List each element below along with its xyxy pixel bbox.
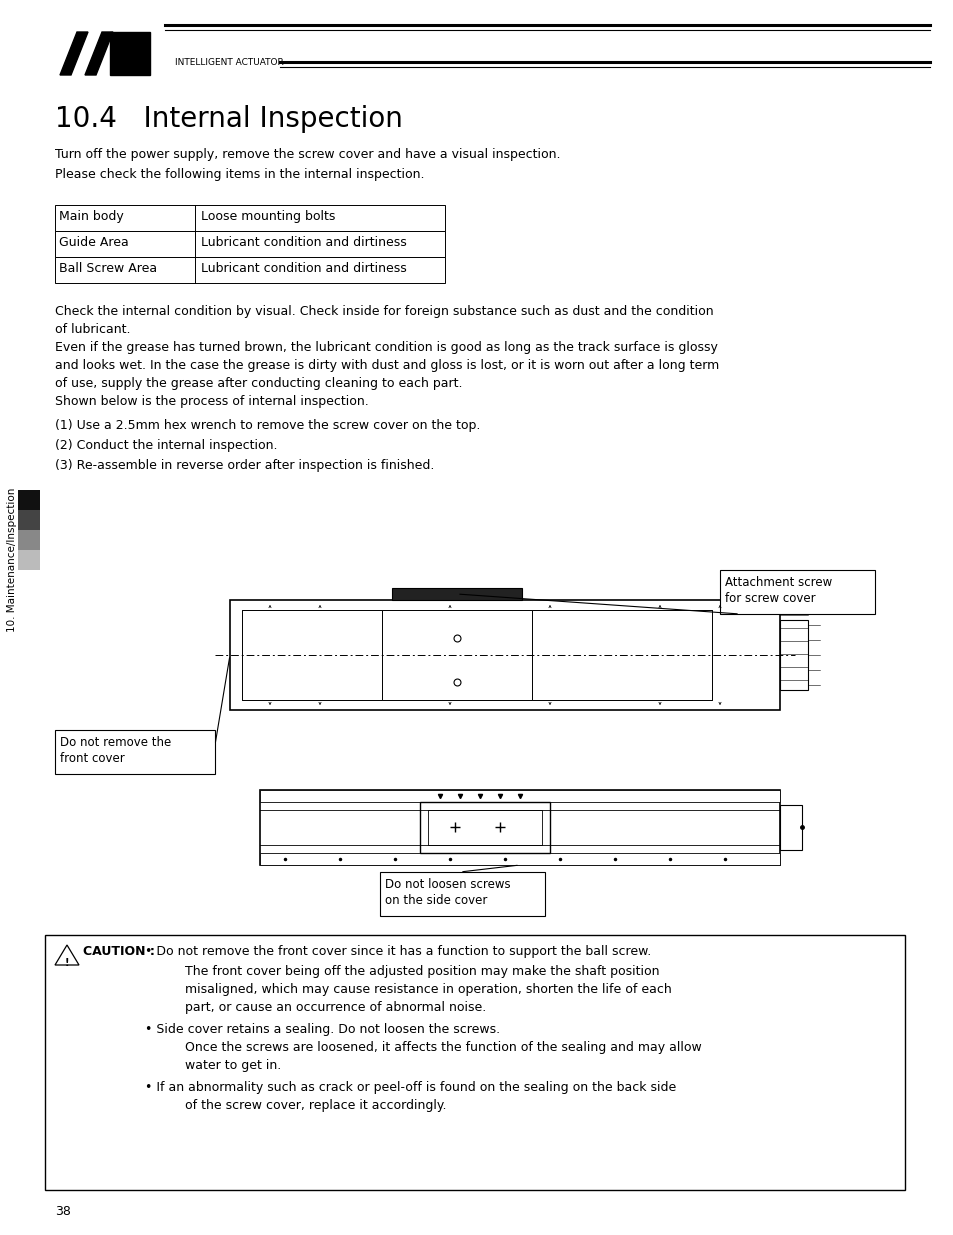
Text: (3) Re-assemble in reverse order after inspection is finished.: (3) Re-assemble in reverse order after i… [55, 459, 434, 472]
Text: Guide Area: Guide Area [59, 236, 129, 249]
Bar [242, 610, 711, 700]
Text: of lubricant.: of lubricant. [55, 324, 131, 336]
Text: • Side cover retains a sealing. Do not loosen the screws.: • Side cover retains a sealing. Do not l… [145, 1023, 499, 1036]
Text: 10. Maintenance/Inspection: 10. Maintenance/Inspection [7, 488, 17, 632]
Text: Please check the following items in the internal inspection.: Please check the following items in the … [55, 168, 424, 182]
Text: Attachment screw: Attachment screw [724, 576, 831, 589]
Text: Lubricant condition and dirtiness: Lubricant condition and dirtiness [201, 236, 406, 249]
Text: INTELLIGENT ACTUATOR: INTELLIGENT ACTUATOR [174, 58, 283, 67]
Text: Lubricant condition and dirtiness: Lubricant condition and dirtiness [201, 262, 406, 275]
Text: Ball Screw Area: Ball Screw Area [59, 262, 157, 275]
Bar [45, 935, 904, 1191]
Text: part, or cause an occurrence of abnormal noise.: part, or cause an occurrence of abnormal… [185, 1002, 486, 1014]
Bar [55, 257, 444, 283]
Bar [260, 853, 780, 864]
Text: The front cover being off the adjusted position may make the shaft position: The front cover being off the adjusted p… [185, 965, 659, 978]
Polygon shape [85, 32, 112, 75]
Bar [242, 610, 381, 700]
Text: • If an abnormality such as crack or peel-off is found on the sealing on the bac: • If an abnormality such as crack or pee… [145, 1081, 676, 1094]
Text: (1) Use a 2.5mm hex wrench to remove the screw cover on the top.: (1) Use a 2.5mm hex wrench to remove the… [55, 419, 480, 432]
Text: Do not remove the: Do not remove the [60, 736, 172, 748]
Text: Shown below is the process of internal inspection.: Shown below is the process of internal i… [55, 395, 369, 408]
Bar [55, 231, 444, 257]
Text: Even if the grease has turned brown, the lubricant condition is good as long as : Even if the grease has turned brown, the… [55, 341, 717, 354]
Text: of the screw cover, replace it accordingly.: of the screw cover, replace it according… [185, 1099, 446, 1112]
Text: of use, supply the grease after conducting cleaning to each part.: of use, supply the grease after conducti… [55, 377, 462, 390]
Bar [18, 490, 40, 510]
Bar [780, 620, 807, 690]
Bar [780, 805, 801, 850]
Text: Loose mounting bolts: Loose mounting bolts [201, 210, 335, 224]
Text: Once the screws are loosened, it affects the function of the sealing and may all: Once the screws are loosened, it affects… [185, 1041, 701, 1053]
Bar [720, 571, 874, 614]
Text: and looks wet. In the case the grease is dirty with dust and gloss is lost, or i: and looks wet. In the case the grease is… [55, 359, 719, 372]
Text: Check the internal condition by visual. Check inside for foreign substance such : Check the internal condition by visual. … [55, 305, 713, 317]
Text: water to get in.: water to get in. [185, 1058, 281, 1072]
Text: (2) Conduct the internal inspection.: (2) Conduct the internal inspection. [55, 438, 277, 452]
Bar [18, 530, 40, 550]
Bar [392, 588, 521, 600]
Polygon shape [55, 945, 79, 965]
Bar [230, 600, 780, 710]
Polygon shape [110, 32, 150, 75]
Text: on the side cover: on the side cover [385, 894, 487, 906]
Text: • Do not remove the front cover since it has a function to support the ball scre: • Do not remove the front cover since it… [145, 945, 651, 958]
Text: 38: 38 [55, 1205, 71, 1218]
Bar [532, 610, 711, 700]
Text: !: ! [65, 958, 70, 968]
Bar [428, 810, 541, 845]
Bar [55, 205, 444, 231]
Bar [381, 610, 532, 700]
Text: Main body: Main body [59, 210, 124, 224]
Text: for screw cover: for screw cover [724, 592, 815, 605]
Text: CAUTION :: CAUTION : [83, 945, 159, 958]
Bar [55, 730, 214, 774]
Bar [18, 510, 40, 530]
Text: misaligned, which may cause resistance in operation, shorten the life of each: misaligned, which may cause resistance i… [185, 983, 671, 995]
Text: front cover: front cover [60, 752, 125, 764]
Text: 10.4   Internal Inspection: 10.4 Internal Inspection [55, 105, 402, 133]
Text: Turn off the power supply, remove the screw cover and have a visual inspection.: Turn off the power supply, remove the sc… [55, 148, 560, 161]
Bar [18, 550, 40, 571]
Bar [260, 790, 780, 864]
Polygon shape [60, 32, 88, 75]
Text: Do not loosen screws: Do not loosen screws [385, 878, 510, 890]
Bar [379, 872, 544, 916]
Bar [260, 790, 780, 802]
Bar [419, 802, 550, 853]
